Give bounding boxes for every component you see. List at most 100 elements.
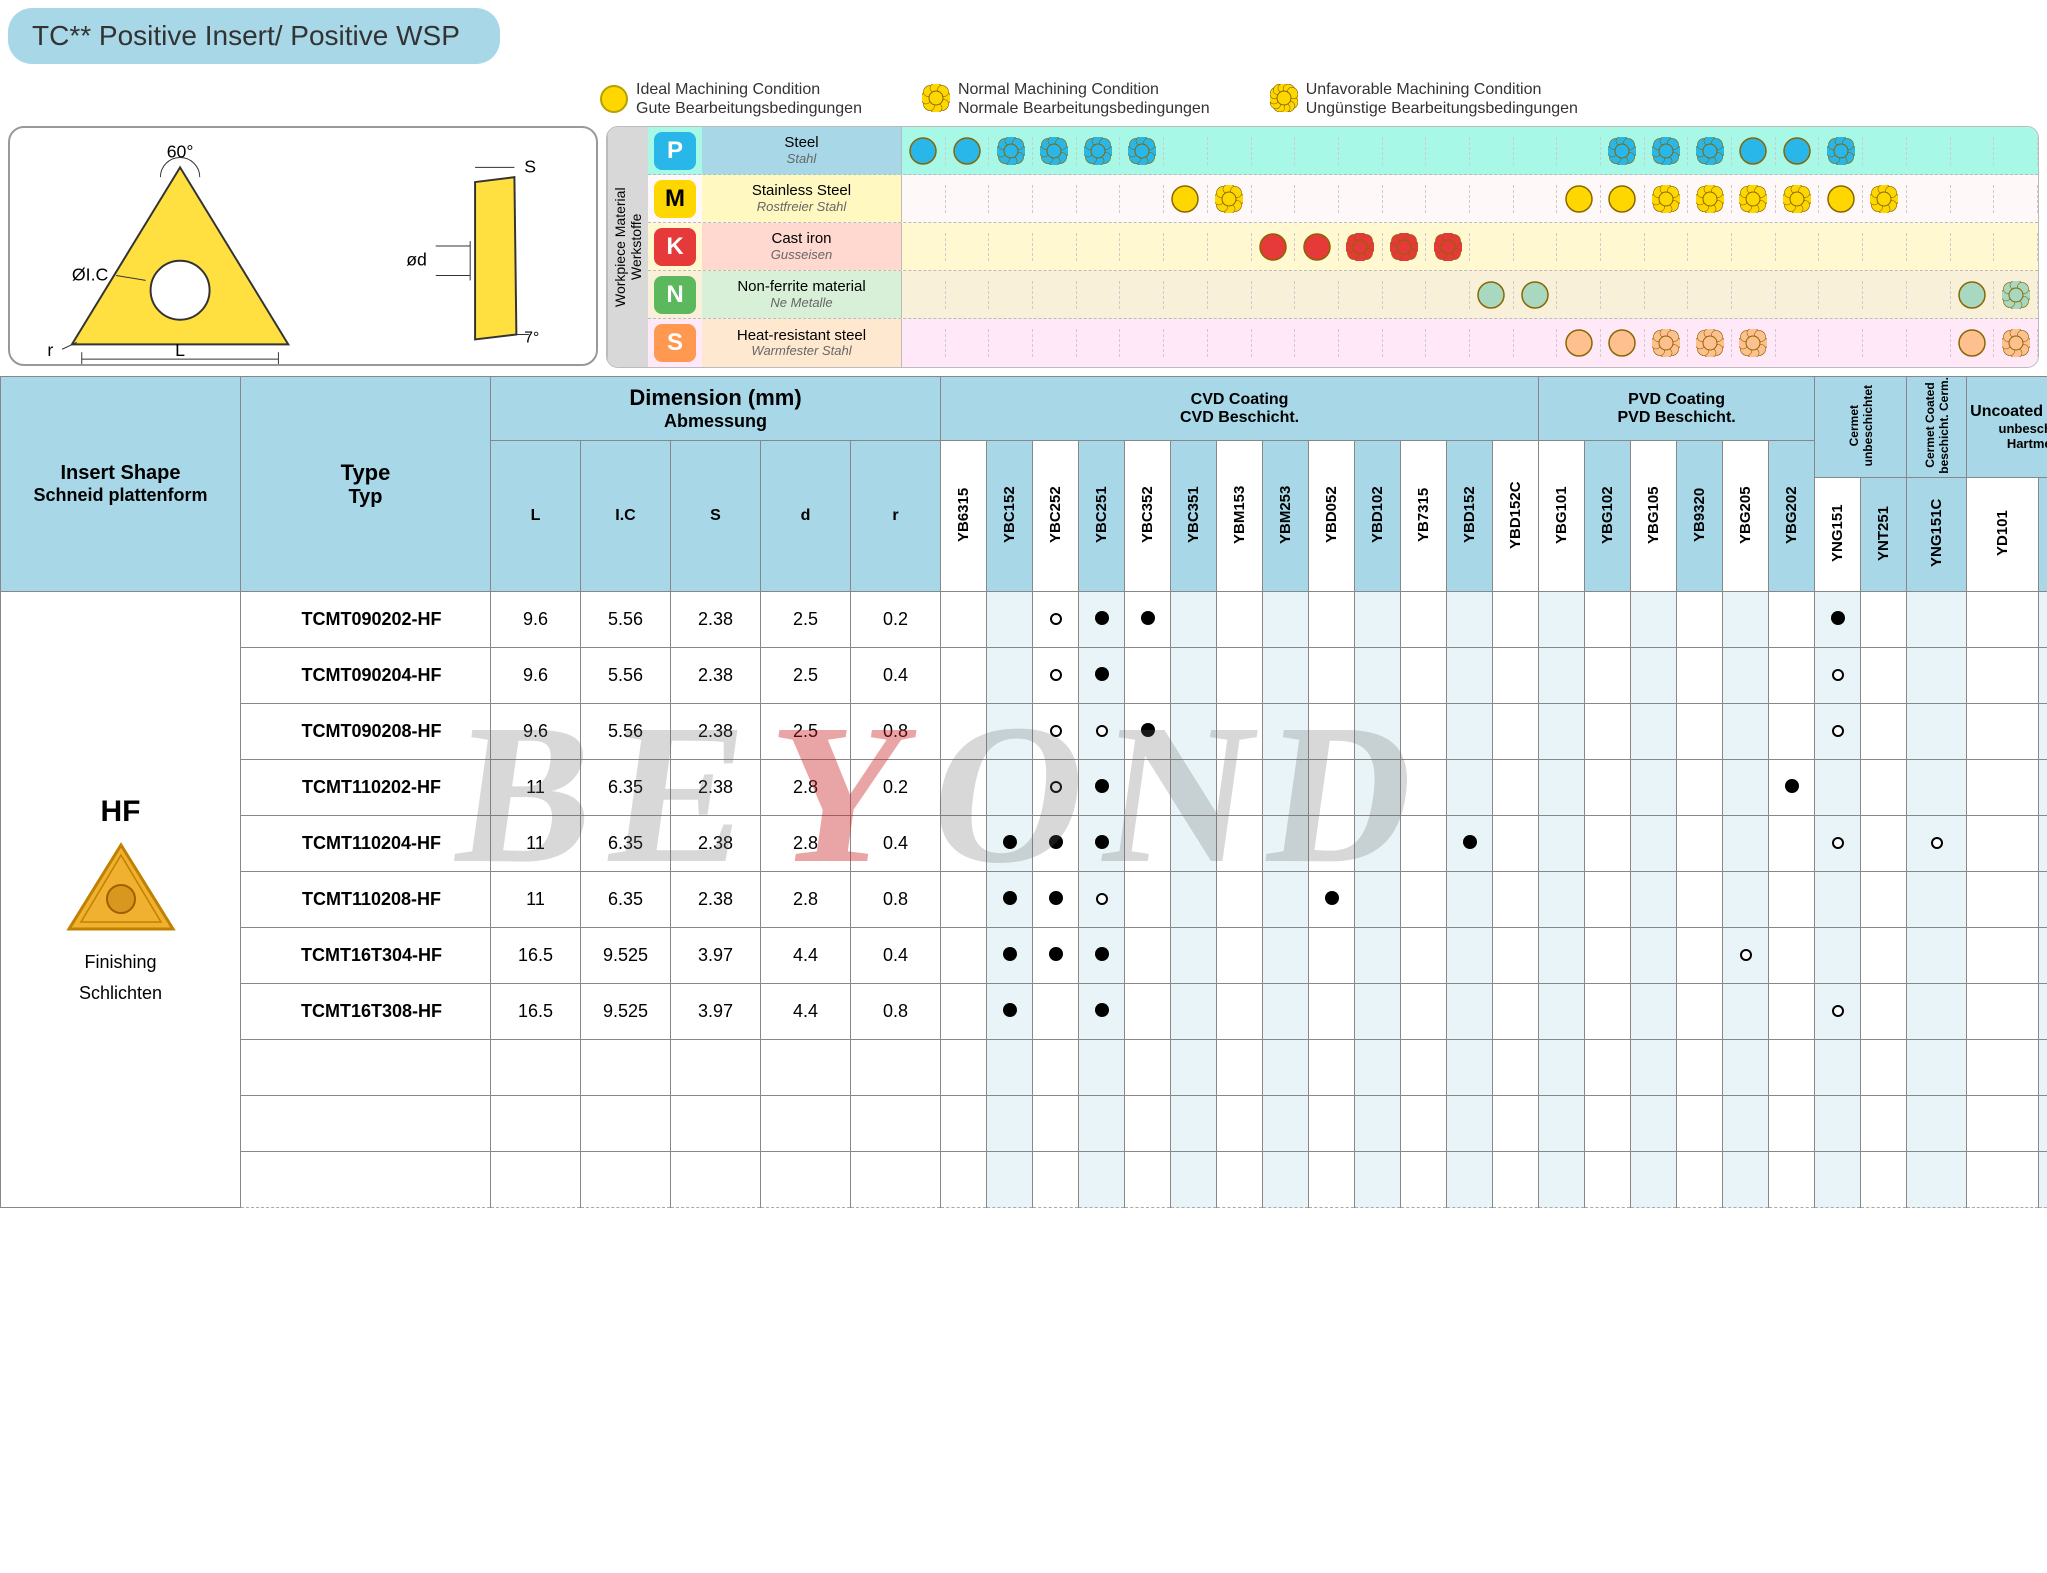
grade-cell: [987, 760, 1033, 816]
grade-cell: [941, 592, 987, 648]
grade-cell: [1861, 872, 1907, 928]
grade-cell: [941, 984, 987, 1040]
hdr-type: TypeTyp: [241, 377, 491, 592]
grade-cell: [1769, 704, 1815, 760]
grade-cell: [1815, 760, 1861, 816]
grade-cell: [1967, 760, 2039, 816]
grade-cell: [1723, 648, 1769, 704]
grade-cell: [987, 984, 1033, 1040]
grade-cell: [1631, 872, 1677, 928]
grade-cell: [1967, 928, 2039, 984]
grade-cell: [1171, 928, 1217, 984]
grade-cell: [2039, 928, 2047, 984]
grade-cell: [1263, 592, 1309, 648]
mat-label-N: Non-ferrite materialNe Metalle: [702, 271, 902, 318]
type-cell: TCMT110204-HF: [241, 816, 491, 872]
unfav-icon: [1270, 84, 1298, 115]
data-row: TCMT090204-HF9.65.562.382.50.4: [1, 648, 2047, 704]
hdr-grade-YBC251: YBC251: [1079, 441, 1125, 592]
grade-cell: [1217, 872, 1263, 928]
grade-cell: [1907, 984, 1967, 1040]
grade-cell: [1125, 592, 1171, 648]
grade-cell: [1033, 592, 1079, 648]
hdr-grade-YB7315: YB7315: [1401, 441, 1447, 592]
grade-cell: [1769, 592, 1815, 648]
grade-cell: [1355, 928, 1401, 984]
workpiece-label: Workpiece MaterialWerkstoffe: [607, 127, 648, 367]
mat-badge-N: N: [654, 276, 696, 314]
grade-cell: [1493, 984, 1539, 1040]
grade-cell: [1723, 816, 1769, 872]
grade-cell: [1079, 928, 1125, 984]
grade-cell: [1815, 984, 1861, 1040]
dot-filled-icon: [1095, 667, 1109, 681]
grade-cell: [1907, 760, 1967, 816]
grade-cell: [1355, 592, 1401, 648]
grade-cell: [1309, 928, 1355, 984]
grade-cell: [1125, 704, 1171, 760]
grade-cell: [1263, 704, 1309, 760]
type-cell: TCMT090202-HF: [241, 592, 491, 648]
grade-cell: [1815, 872, 1861, 928]
grade-cell: [1079, 592, 1125, 648]
grade-cell: [1815, 592, 1861, 648]
grade-cell: [1631, 984, 1677, 1040]
dot-open-icon: [1050, 725, 1062, 737]
hdr-cvd: CVD CoatingCVD Beschicht.: [941, 377, 1539, 441]
grade-cell: [1967, 648, 2039, 704]
grade-cell: [1447, 648, 1493, 704]
grade-cell: [1401, 592, 1447, 648]
grade-cell: [1539, 704, 1585, 760]
grade-cell: [1217, 928, 1263, 984]
hdr-grade-YBD102: YBD102: [1355, 441, 1401, 592]
dot-filled-icon: [1003, 835, 1017, 849]
grade-cell: [1171, 648, 1217, 704]
type-cell: TCMT16T308-HF: [241, 984, 491, 1040]
grade-cell: [1723, 872, 1769, 928]
grade-cell: [1967, 704, 2039, 760]
grade-cell: [1861, 984, 1907, 1040]
grade-cell: [1171, 592, 1217, 648]
grade-cell: [1401, 704, 1447, 760]
hdr-grade-YBC351: YBC351: [1171, 441, 1217, 592]
dot-open-icon: [1832, 1005, 1844, 1017]
grade-cell: [1631, 704, 1677, 760]
mat-label-K: Cast ironGusseisen: [702, 223, 902, 270]
data-row: TCMT16T308-HF16.59.5253.974.40.8: [1, 984, 2047, 1040]
dot-filled-icon: [1141, 723, 1155, 737]
dot-filled-icon: [1003, 947, 1017, 961]
grade-cell: [1309, 816, 1355, 872]
grade-cell: [1401, 872, 1447, 928]
grade-cell: [1447, 872, 1493, 928]
grade-cell: [1585, 928, 1631, 984]
hdr-dim-S: S: [671, 441, 761, 592]
grade-cell: [1907, 648, 1967, 704]
grade-cell: [1861, 760, 1907, 816]
material-grid: Workpiece MaterialWerkstoffe PSteelStahl…: [606, 126, 2039, 368]
grade-cell: [1861, 816, 1907, 872]
grade-cell: [1677, 872, 1723, 928]
grade-cell: [1493, 928, 1539, 984]
grade-cell: [2039, 648, 2047, 704]
grade-cell: [1723, 928, 1769, 984]
grade-cell: [1631, 648, 1677, 704]
svg-text:L: L: [175, 341, 185, 361]
dot-filled-icon: [1095, 835, 1109, 849]
svg-text:S: S: [524, 157, 536, 177]
empty-row: [1, 1040, 2047, 1096]
legend-row: Ideal Machining ConditionGute Bearbeitun…: [0, 72, 2047, 126]
grade-cell: [1769, 816, 1815, 872]
dot-open-icon: [1832, 725, 1844, 737]
grade-cell: [941, 648, 987, 704]
hdr-shape: Insert ShapeSchneid plattenform: [1, 377, 241, 592]
hdr-grade-YBG105: YBG105: [1631, 441, 1677, 592]
grade-cell: [1539, 984, 1585, 1040]
grade-cell: [1401, 648, 1447, 704]
dot-filled-icon: [1831, 611, 1845, 625]
grade-cell: [1539, 648, 1585, 704]
data-row: TCMT110208-HF116.352.382.80.8: [1, 872, 2047, 928]
data-row: TCMT16T304-HF16.59.5253.974.40.4: [1, 928, 2047, 984]
grade-cell: [1493, 648, 1539, 704]
grade-cell: [1631, 816, 1677, 872]
hdr-dim-L: L: [491, 441, 581, 592]
